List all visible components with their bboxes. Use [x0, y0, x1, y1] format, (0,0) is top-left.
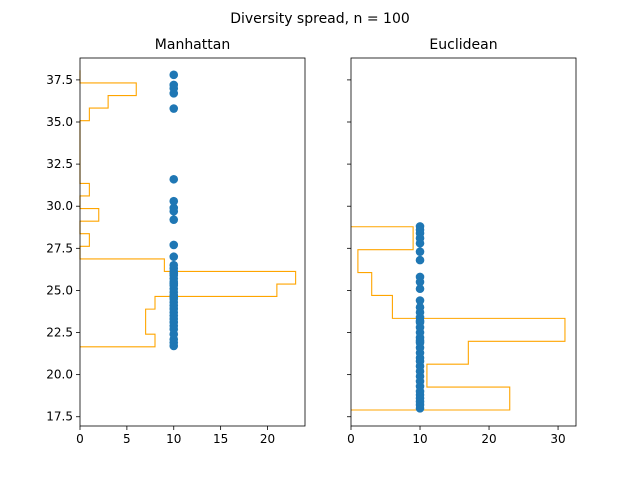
- manhattan-point: [169, 104, 179, 113]
- manhattan-point: [169, 252, 179, 262]
- manhattan-y-tick-label: 27.5: [46, 241, 73, 255]
- euclidean-point: [415, 284, 425, 294]
- euclidean-point: [415, 296, 425, 305]
- manhattan-y-tick-label: 32.5: [46, 157, 73, 171]
- manhattan-y-tick-label: 20.0: [46, 368, 73, 382]
- manhattan-panel: Manhattan 0 5 10 15 20 17.5 20.0 22.5 25.0 27.5 3…: [46, 37, 306, 446]
- manhattan-y-tick-label: 22.5: [46, 326, 73, 340]
- manhattan-x-tick-label: 20: [260, 432, 275, 446]
- manhattan-x-axis: 0 5 10 15 20: [76, 426, 275, 446]
- euclidean-x-tick-label: 30: [550, 432, 565, 446]
- euclidean-point: [415, 272, 425, 282]
- euclidean-x-axis: 0 10 20 30: [347, 426, 566, 446]
- euclidean-point: [415, 316, 425, 326]
- euclidean-panel-title: Euclidean: [429, 37, 497, 53]
- euclidean-histogram-outline: [351, 226, 566, 411]
- manhattan-x-tick-label: 15: [213, 432, 228, 446]
- euclidean-panel: Euclidean 0 10 20 30: [347, 37, 577, 446]
- figure-suptitle: Diversity spread, n = 100: [230, 11, 410, 27]
- manhattan-point: [169, 174, 179, 184]
- euclidean-x-tick-label: 10: [412, 432, 427, 446]
- manhattan-point: [169, 269, 179, 278]
- manhattan-point: [169, 203, 179, 213]
- manhattan-point: [169, 279, 179, 288]
- euclidean-point: [415, 255, 425, 265]
- manhattan-point: [169, 70, 179, 80]
- manhattan-y-tick-label: 35.0: [46, 115, 73, 129]
- manhattan-axes-frame: [79, 57, 306, 427]
- euclidean-point: [415, 247, 425, 256]
- euclidean-x-tick-label: 0: [347, 432, 355, 446]
- manhattan-x-tick-label: 10: [166, 432, 181, 446]
- manhattan-x-tick-label: 5: [123, 432, 131, 446]
- manhattan-histogram-outline: [79, 70, 297, 348]
- euclidean-point: [415, 302, 425, 312]
- euclidean-histogram: [351, 226, 566, 411]
- manhattan-point: [169, 292, 179, 302]
- manhattan-points: [169, 70, 179, 351]
- manhattan-point: [169, 215, 179, 224]
- manhattan-y-tick-label: 30.0: [46, 199, 73, 213]
- manhattan-y-axis: 17.5 20.0 22.5 25.0 27.5 30.0 32.5 35.0 37.5: [46, 73, 80, 424]
- euclidean-y-axis: [347, 79, 351, 418]
- manhattan-y-tick-label: 37.5: [46, 73, 73, 87]
- manhattan-point: [169, 240, 179, 250]
- euclidean-axes-frame: [350, 57, 577, 427]
- manhattan-point: [169, 80, 179, 90]
- euclidean-point: [415, 336, 425, 346]
- manhattan-point: [169, 260, 179, 270]
- manhattan-x-tick-label: 0: [76, 432, 84, 446]
- euclidean-point: [415, 222, 425, 231]
- manhattan-point: [169, 196, 179, 206]
- euclidean-x-tick-label: 20: [481, 432, 496, 446]
- manhattan-panel-title: Manhattan: [155, 37, 230, 53]
- manhattan-y-tick-label: 17.5: [46, 410, 73, 424]
- manhattan-histogram: [79, 70, 297, 348]
- manhattan-y-tick-label: 25.0: [46, 283, 73, 297]
- euclidean-points: [415, 222, 425, 413]
